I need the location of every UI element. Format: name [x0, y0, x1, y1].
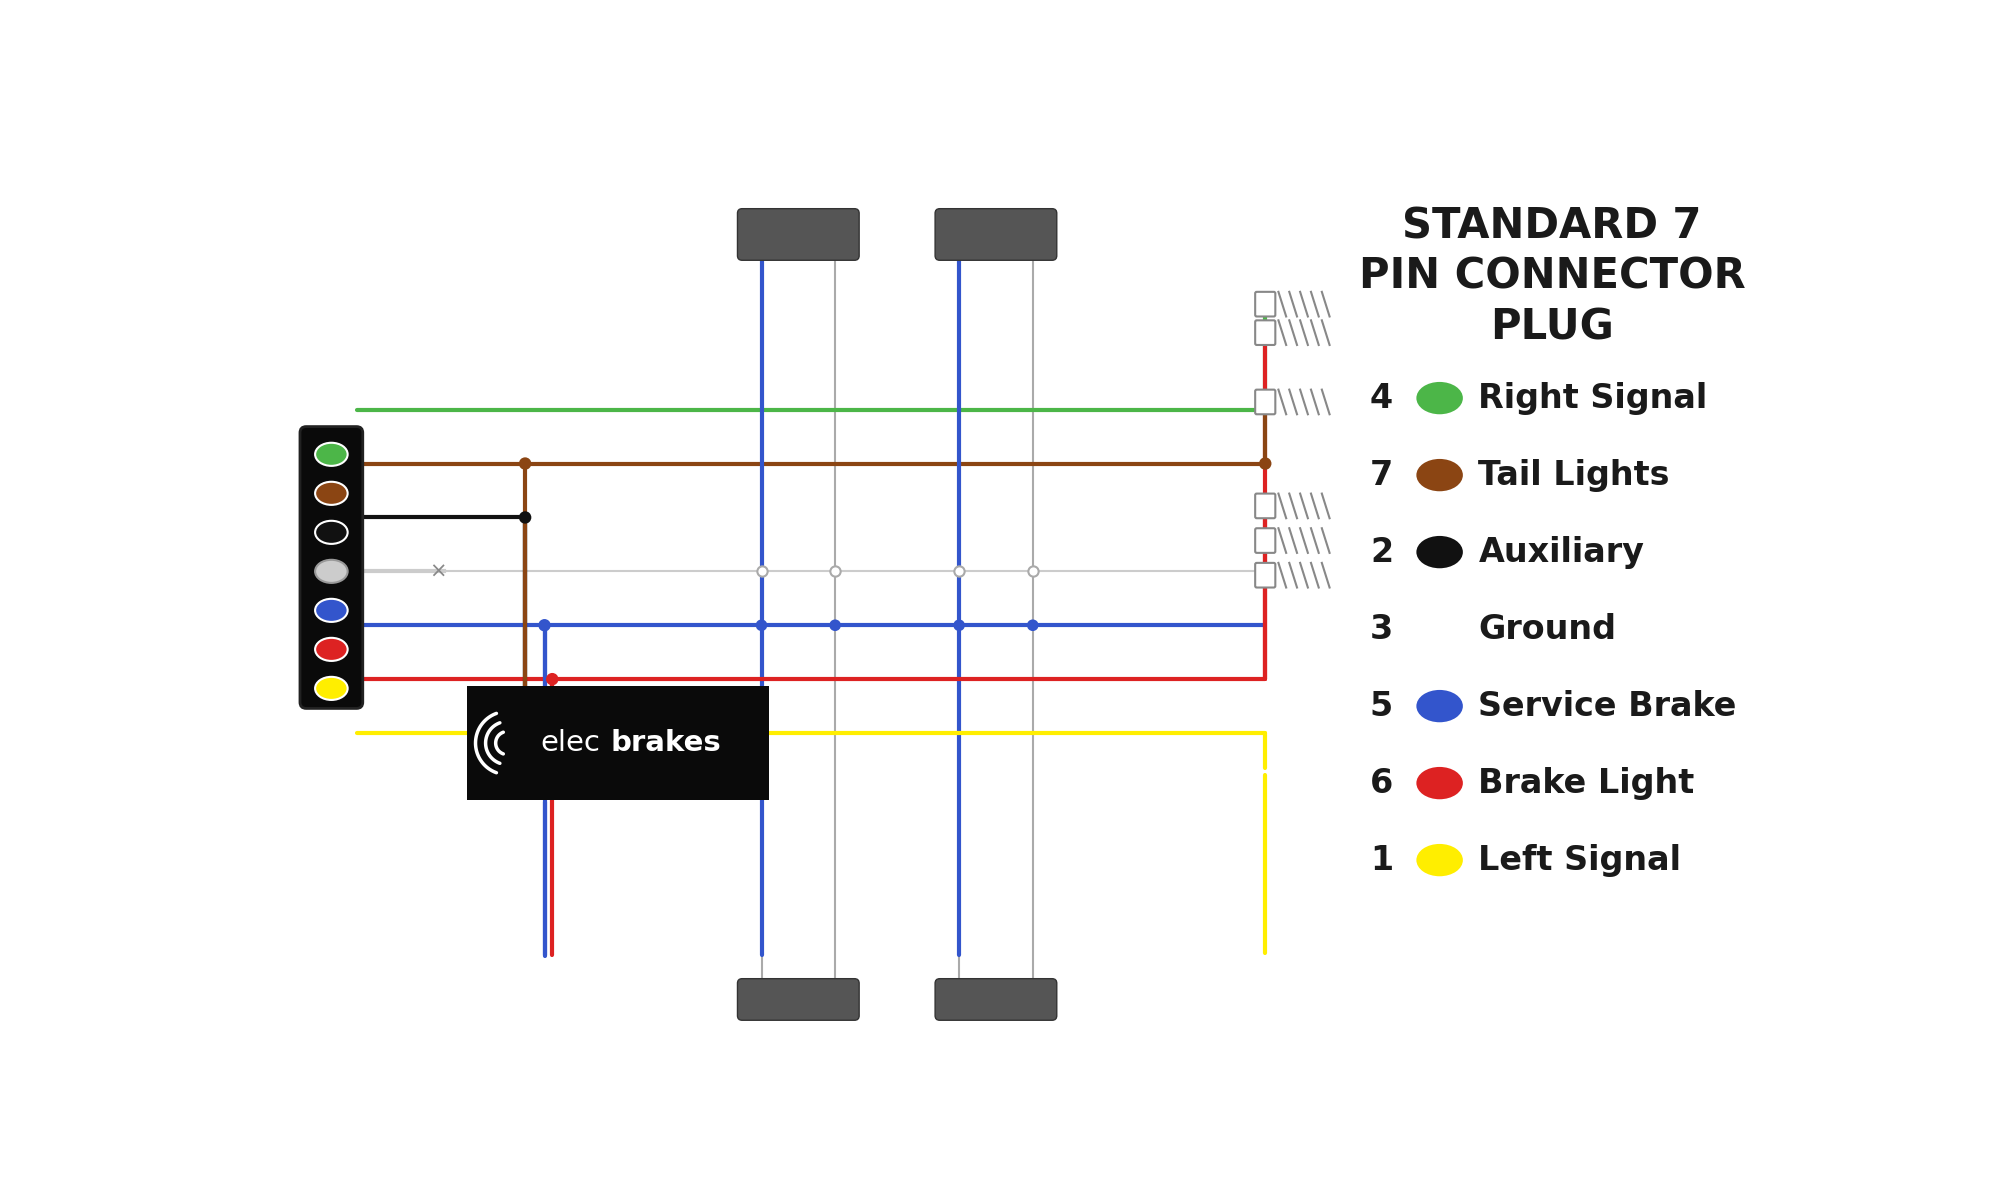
Point — [820, 616, 852, 635]
Text: 7: 7 — [1370, 458, 1394, 492]
Text: Ground: Ground — [1478, 613, 1616, 646]
FancyBboxPatch shape — [738, 209, 860, 260]
Text: 5: 5 — [1370, 690, 1394, 722]
FancyBboxPatch shape — [1256, 320, 1276, 344]
Point — [1016, 616, 1048, 635]
Text: Left Signal: Left Signal — [1478, 844, 1682, 876]
Point — [820, 562, 852, 581]
FancyBboxPatch shape — [738, 979, 860, 1020]
FancyBboxPatch shape — [1256, 563, 1276, 588]
Ellipse shape — [316, 599, 348, 622]
FancyBboxPatch shape — [936, 209, 1056, 260]
Point — [1250, 454, 1282, 473]
Text: 3: 3 — [1370, 613, 1394, 646]
Text: elec: elec — [540, 730, 600, 757]
Point — [510, 508, 542, 527]
FancyBboxPatch shape — [936, 979, 1056, 1020]
FancyBboxPatch shape — [1256, 390, 1276, 414]
Text: 4: 4 — [1370, 382, 1394, 415]
Point — [536, 670, 568, 689]
FancyBboxPatch shape — [1256, 493, 1276, 518]
Ellipse shape — [316, 481, 348, 505]
Point — [1016, 562, 1048, 581]
FancyBboxPatch shape — [1256, 292, 1276, 317]
Text: brakes: brakes — [610, 730, 722, 757]
FancyBboxPatch shape — [300, 426, 362, 708]
Ellipse shape — [1416, 536, 1462, 569]
Ellipse shape — [316, 638, 348, 661]
Text: 2: 2 — [1370, 535, 1394, 569]
Point — [528, 616, 560, 635]
Ellipse shape — [316, 677, 348, 700]
Ellipse shape — [1416, 458, 1462, 491]
Text: ×: × — [428, 562, 446, 581]
Text: Auxiliary: Auxiliary — [1478, 535, 1644, 569]
Ellipse shape — [1416, 690, 1462, 722]
Text: Right Signal: Right Signal — [1478, 382, 1708, 415]
FancyBboxPatch shape — [1256, 528, 1276, 553]
Ellipse shape — [1416, 844, 1462, 876]
Point — [944, 562, 976, 581]
Ellipse shape — [1416, 767, 1462, 799]
Text: STANDARD 7
PIN CONNECTOR
PLUG: STANDARD 7 PIN CONNECTOR PLUG — [1358, 205, 1746, 348]
Point — [944, 616, 976, 635]
Text: 1: 1 — [1370, 844, 1394, 876]
Ellipse shape — [1416, 382, 1462, 414]
Point — [510, 454, 542, 473]
Ellipse shape — [316, 560, 348, 583]
Point — [746, 562, 778, 581]
Ellipse shape — [316, 443, 348, 466]
Ellipse shape — [316, 521, 348, 544]
Text: Brake Light: Brake Light — [1478, 767, 1694, 799]
Text: Tail Lights: Tail Lights — [1478, 458, 1670, 492]
Text: Service Brake: Service Brake — [1478, 690, 1736, 722]
Bar — [468, 686, 770, 800]
Text: 6: 6 — [1370, 767, 1394, 799]
Point — [746, 616, 778, 635]
